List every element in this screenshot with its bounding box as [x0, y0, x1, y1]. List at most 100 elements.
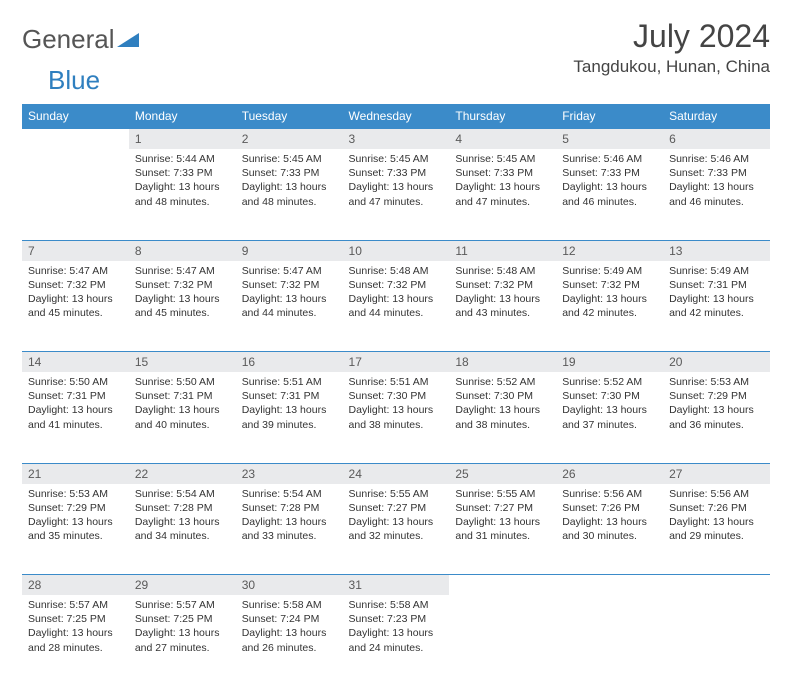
- sunrise-line: Sunrise: 5:49 AM: [562, 264, 657, 278]
- calendar-cell-head: 13: [663, 240, 770, 261]
- calendar-cell-body: Sunrise: 5:45 AMSunset: 7:33 PMDaylight:…: [236, 149, 343, 240]
- day-number: 31: [343, 575, 450, 595]
- day-cell: Sunrise: 5:55 AMSunset: 7:27 PMDaylight:…: [343, 484, 450, 550]
- sunset-line: Sunset: 7:27 PM: [455, 501, 550, 515]
- weekday-header: Wednesday: [343, 104, 450, 129]
- weekday-header: Friday: [556, 104, 663, 129]
- calendar-cell-head: 19: [556, 352, 663, 373]
- calendar-cell-head: [449, 575, 556, 596]
- calendar-week-body: Sunrise: 5:53 AMSunset: 7:29 PMDaylight:…: [22, 484, 770, 575]
- calendar-week-body: Sunrise: 5:57 AMSunset: 7:25 PMDaylight:…: [22, 595, 770, 686]
- daylight-line: Daylight: 13 hours and 39 minutes.: [242, 403, 337, 431]
- day-number: 3: [343, 129, 450, 149]
- day-cell: Sunrise: 5:52 AMSunset: 7:30 PMDaylight:…: [449, 372, 556, 438]
- calendar-cell-body: [556, 595, 663, 686]
- calendar-cell-head: 24: [343, 463, 450, 484]
- day-cell: Sunrise: 5:51 AMSunset: 7:30 PMDaylight:…: [343, 372, 450, 438]
- day-number: 5: [556, 129, 663, 149]
- calendar-cell-head: 9: [236, 240, 343, 261]
- sunrise-line: Sunrise: 5:54 AM: [135, 487, 230, 501]
- sunset-line: Sunset: 7:25 PM: [135, 612, 230, 626]
- calendar-cell-head: 28: [22, 575, 129, 596]
- daylight-line: Daylight: 13 hours and 36 minutes.: [669, 403, 764, 431]
- sunrise-line: Sunrise: 5:47 AM: [28, 264, 123, 278]
- day-number-empty: [449, 575, 556, 595]
- day-cell: Sunrise: 5:50 AMSunset: 7:31 PMDaylight:…: [22, 372, 129, 438]
- daylight-line: Daylight: 13 hours and 34 minutes.: [135, 515, 230, 543]
- calendar-cell-head: 26: [556, 463, 663, 484]
- daylight-line: Daylight: 13 hours and 28 minutes.: [28, 626, 123, 654]
- day-cell: Sunrise: 5:57 AMSunset: 7:25 PMDaylight:…: [22, 595, 129, 661]
- day-number-empty: [22, 129, 129, 149]
- day-cell: Sunrise: 5:45 AMSunset: 7:33 PMDaylight:…: [449, 149, 556, 215]
- sunset-line: Sunset: 7:29 PM: [669, 389, 764, 403]
- calendar-cell-body: Sunrise: 5:46 AMSunset: 7:33 PMDaylight:…: [556, 149, 663, 240]
- sunset-line: Sunset: 7:32 PM: [562, 278, 657, 292]
- daylight-line: Daylight: 13 hours and 33 minutes.: [242, 515, 337, 543]
- day-number: 11: [449, 241, 556, 261]
- calendar-cell-body: Sunrise: 5:57 AMSunset: 7:25 PMDaylight:…: [129, 595, 236, 686]
- sunrise-line: Sunrise: 5:50 AM: [28, 375, 123, 389]
- calendar-cell-body: Sunrise: 5:45 AMSunset: 7:33 PMDaylight:…: [449, 149, 556, 240]
- calendar-cell-body: Sunrise: 5:52 AMSunset: 7:30 PMDaylight:…: [556, 372, 663, 463]
- weekday-header: Sunday: [22, 104, 129, 129]
- sunset-line: Sunset: 7:33 PM: [242, 166, 337, 180]
- daylight-line: Daylight: 13 hours and 41 minutes.: [28, 403, 123, 431]
- calendar-cell-head: 29: [129, 575, 236, 596]
- logo: General: [22, 18, 141, 55]
- calendar-cell-body: [22, 149, 129, 240]
- daylight-line: Daylight: 13 hours and 43 minutes.: [455, 292, 550, 320]
- calendar-cell-head: 5: [556, 129, 663, 150]
- daylight-line: Daylight: 13 hours and 45 minutes.: [135, 292, 230, 320]
- sunrise-line: Sunrise: 5:45 AM: [242, 152, 337, 166]
- sunset-line: Sunset: 7:29 PM: [28, 501, 123, 515]
- calendar-cell-head: 14: [22, 352, 129, 373]
- sunset-line: Sunset: 7:33 PM: [562, 166, 657, 180]
- calendar-cell-body: Sunrise: 5:49 AMSunset: 7:32 PMDaylight:…: [556, 261, 663, 352]
- day-number: 4: [449, 129, 556, 149]
- day-number: 21: [22, 464, 129, 484]
- day-cell: Sunrise: 5:52 AMSunset: 7:30 PMDaylight:…: [556, 372, 663, 438]
- day-cell: Sunrise: 5:50 AMSunset: 7:31 PMDaylight:…: [129, 372, 236, 438]
- calendar-cell-head: 11: [449, 240, 556, 261]
- day-number: 13: [663, 241, 770, 261]
- sunrise-line: Sunrise: 5:52 AM: [455, 375, 550, 389]
- daylight-line: Daylight: 13 hours and 48 minutes.: [242, 180, 337, 208]
- calendar-week-body: Sunrise: 5:47 AMSunset: 7:32 PMDaylight:…: [22, 261, 770, 352]
- weekday-header-row: SundayMondayTuesdayWednesdayThursdayFrid…: [22, 104, 770, 129]
- calendar-cell-body: Sunrise: 5:53 AMSunset: 7:29 PMDaylight:…: [663, 372, 770, 463]
- daylight-line: Daylight: 13 hours and 26 minutes.: [242, 626, 337, 654]
- sunrise-line: Sunrise: 5:47 AM: [242, 264, 337, 278]
- day-cell: Sunrise: 5:49 AMSunset: 7:32 PMDaylight:…: [556, 261, 663, 327]
- day-number: 23: [236, 464, 343, 484]
- day-number: 8: [129, 241, 236, 261]
- sunset-line: Sunset: 7:32 PM: [242, 278, 337, 292]
- day-number: 30: [236, 575, 343, 595]
- calendar-week-header: 14151617181920: [22, 352, 770, 373]
- day-number: 29: [129, 575, 236, 595]
- calendar-week-body: Sunrise: 5:50 AMSunset: 7:31 PMDaylight:…: [22, 372, 770, 463]
- calendar-cell-body: Sunrise: 5:58 AMSunset: 7:23 PMDaylight:…: [343, 595, 450, 686]
- sunrise-line: Sunrise: 5:48 AM: [455, 264, 550, 278]
- calendar-cell-body: Sunrise: 5:50 AMSunset: 7:31 PMDaylight:…: [22, 372, 129, 463]
- day-number: 16: [236, 352, 343, 372]
- daylight-line: Daylight: 13 hours and 31 minutes.: [455, 515, 550, 543]
- calendar-cell-head: 27: [663, 463, 770, 484]
- day-cell: Sunrise: 5:47 AMSunset: 7:32 PMDaylight:…: [22, 261, 129, 327]
- sunset-line: Sunset: 7:23 PM: [349, 612, 444, 626]
- calendar-cell-body: Sunrise: 5:54 AMSunset: 7:28 PMDaylight:…: [236, 484, 343, 575]
- daylight-line: Daylight: 13 hours and 44 minutes.: [242, 292, 337, 320]
- calendar-cell-body: Sunrise: 5:55 AMSunset: 7:27 PMDaylight:…: [343, 484, 450, 575]
- calendar-cell-body: Sunrise: 5:51 AMSunset: 7:30 PMDaylight:…: [343, 372, 450, 463]
- sunset-line: Sunset: 7:33 PM: [135, 166, 230, 180]
- day-number: 15: [129, 352, 236, 372]
- calendar-cell-head: [556, 575, 663, 596]
- sunset-line: Sunset: 7:32 PM: [455, 278, 550, 292]
- day-number: 18: [449, 352, 556, 372]
- day-number: 20: [663, 352, 770, 372]
- weekday-header: Saturday: [663, 104, 770, 129]
- daylight-line: Daylight: 13 hours and 42 minutes.: [669, 292, 764, 320]
- day-number: 1: [129, 129, 236, 149]
- day-number: 28: [22, 575, 129, 595]
- sunset-line: Sunset: 7:26 PM: [562, 501, 657, 515]
